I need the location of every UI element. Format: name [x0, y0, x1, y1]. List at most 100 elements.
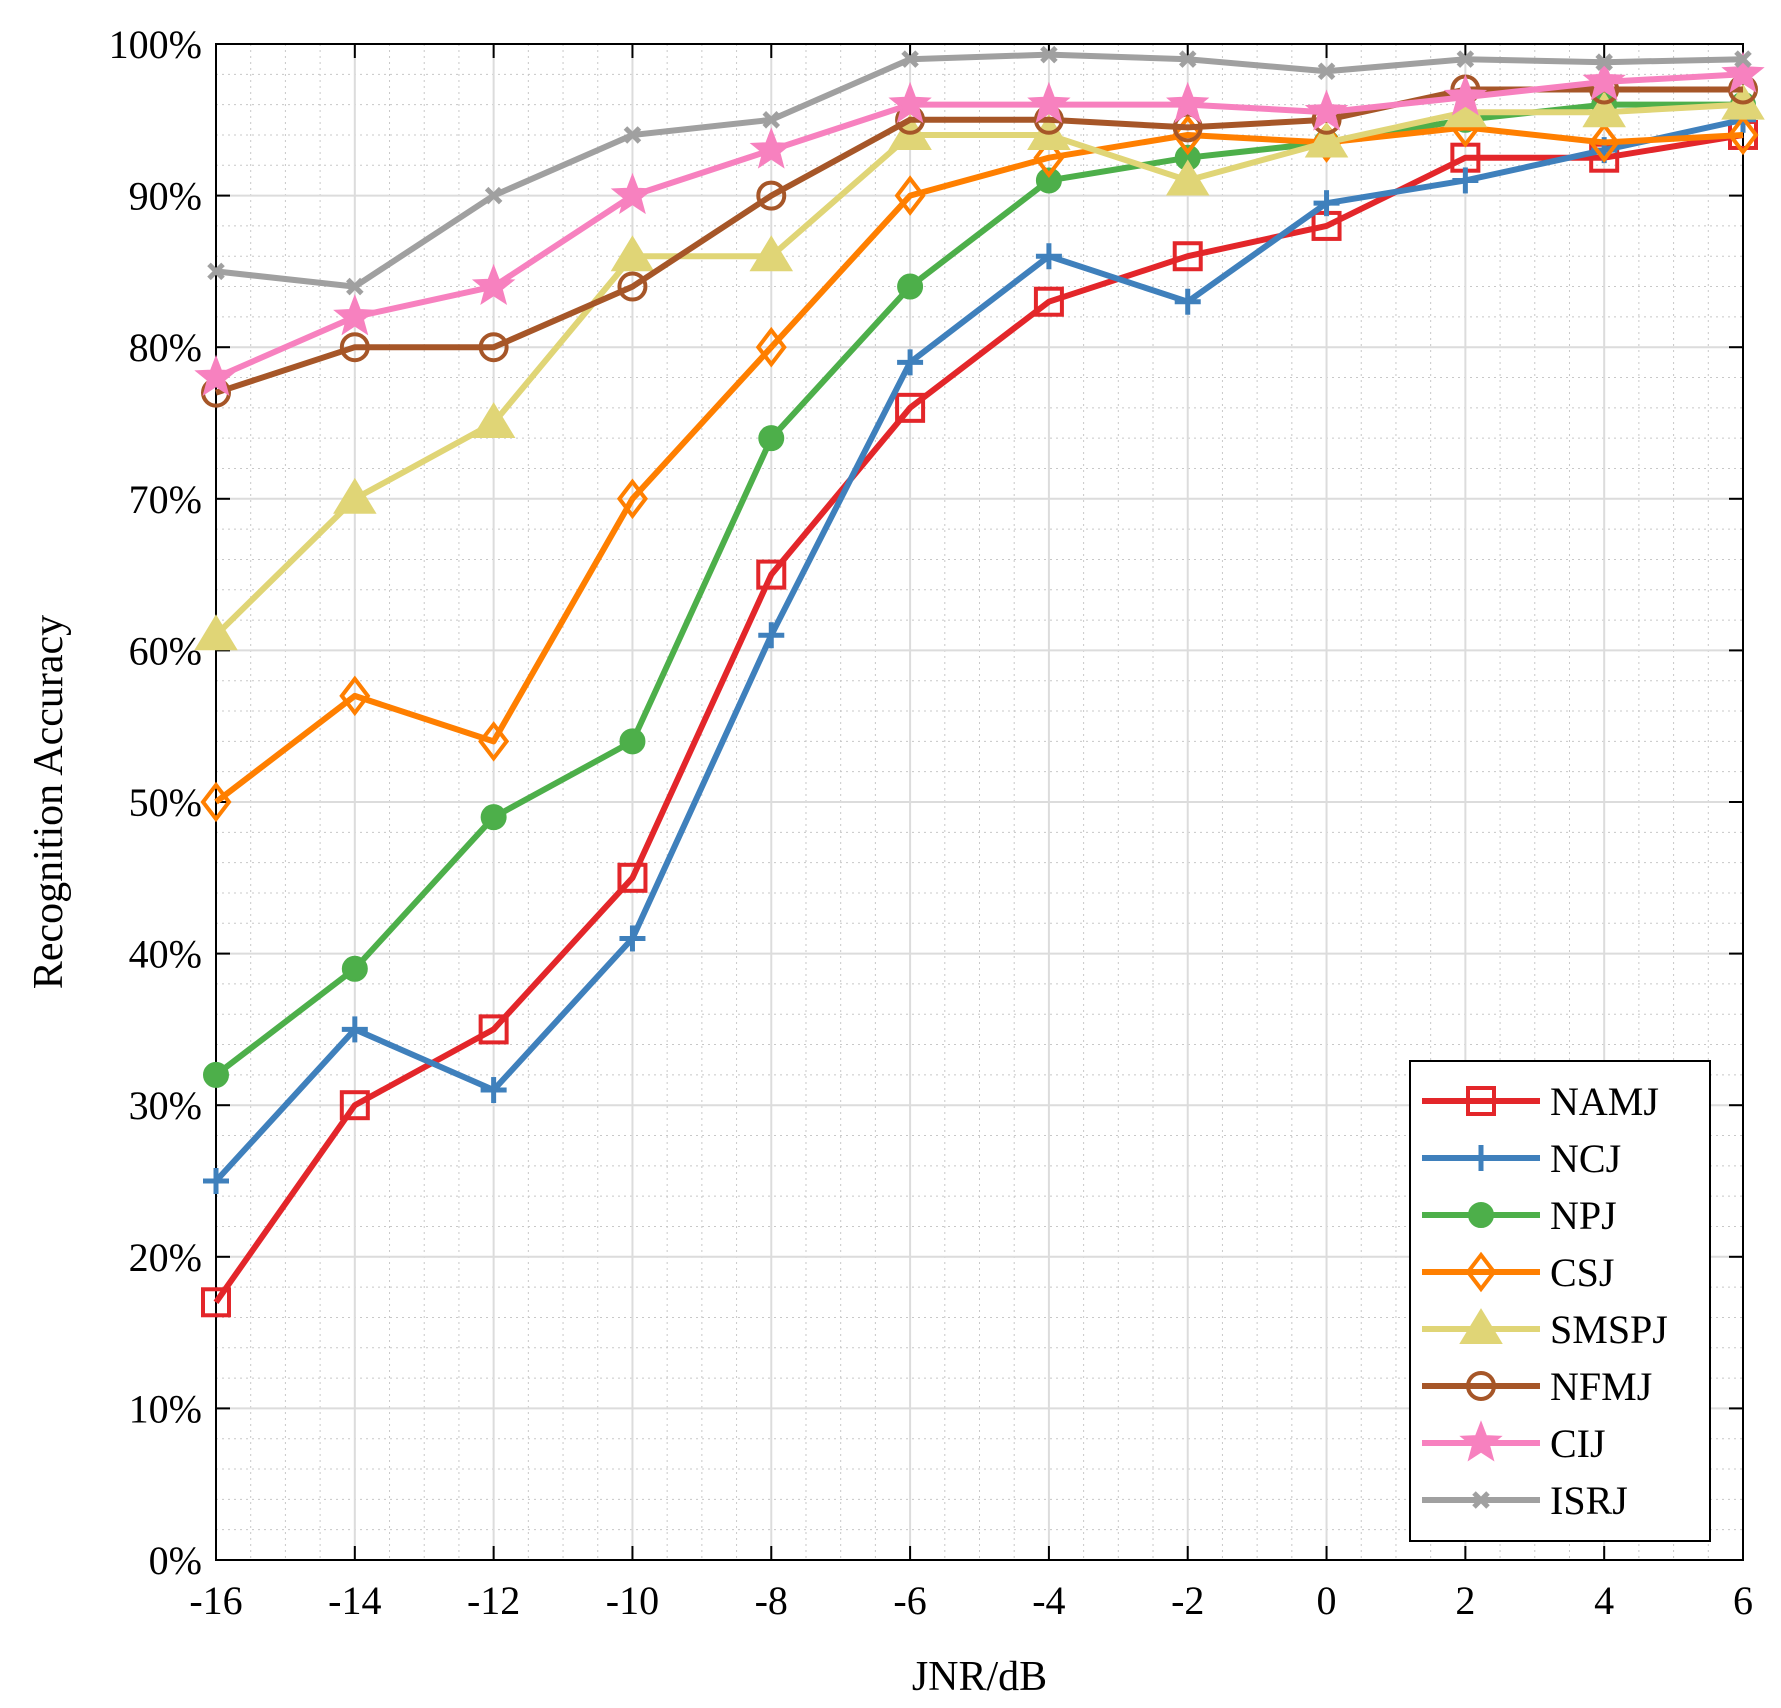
data-point-csj [616, 478, 648, 520]
data-point-smspj [333, 477, 377, 514]
data-point-ncj [203, 1168, 229, 1194]
y-tick-label: 100% [109, 22, 202, 67]
data-point-cij [1027, 81, 1071, 124]
legend-swatch-marker [1468, 1202, 1494, 1228]
x-tick-label: -12 [467, 1578, 520, 1623]
x-tick-label: 0 [1317, 1578, 1337, 1623]
data-point-smspj [749, 235, 794, 272]
data-point-isrj [1456, 50, 1475, 68]
data-point-cij [194, 354, 238, 396]
data-point-ncj [1452, 167, 1479, 194]
data-point-cij [888, 81, 932, 124]
x-tick-label: 6 [1733, 1578, 1753, 1623]
y-tick-label: 0% [149, 1538, 202, 1583]
data-point-nfmj [1172, 112, 1203, 143]
data-point-npj [341, 955, 368, 982]
data-point-isrj [484, 186, 503, 205]
y-tick-label: 30% [129, 1083, 202, 1128]
x-tick-label: -14 [328, 1578, 381, 1623]
data-point-namj [617, 862, 648, 893]
data-point-namj [201, 1287, 231, 1318]
data-point-cij [749, 127, 793, 169]
data-point-smspj [1304, 121, 1349, 158]
data-point-smspj [1582, 91, 1626, 128]
data-point-ncj [1174, 288, 1201, 315]
data-point-nfmj [756, 180, 787, 211]
series-line-smspj [213, 101, 1744, 638]
data-point-namj [756, 559, 787, 590]
data-point-cij [610, 172, 655, 215]
legend-swatch-marker [1465, 1251, 1497, 1293]
data-point-cij [471, 263, 516, 305]
data-point-cij [1443, 74, 1488, 116]
legend-label: NFMJ [1550, 1364, 1652, 1409]
data-point-csj [1033, 137, 1065, 178]
y-tick-label: 60% [129, 628, 202, 673]
x-axis-title: JNR/dB [912, 1654, 1047, 1700]
legend-items: NAMJ NCJ NPJ CSJ SMSPJ NFMJ CIJ ISRJ [1422, 1079, 1668, 1523]
series-line-cij [214, 71, 1744, 381]
legend-swatch-marker [1472, 1491, 1490, 1509]
legend-label: CIJ [1550, 1421, 1606, 1466]
y-tick-label: 90% [129, 174, 202, 219]
data-point-ncj [758, 622, 785, 649]
data-point-nfmj [617, 271, 648, 302]
x-tick-label: -8 [755, 1578, 788, 1623]
data-point-ncj [897, 349, 924, 376]
y-tick-label: 70% [129, 477, 202, 522]
data-point-ncj [341, 1016, 368, 1043]
data-point-npj [758, 425, 785, 452]
data-point-smspj [610, 235, 655, 272]
series-layer [194, 45, 1765, 1318]
y-tick-label: 80% [129, 325, 202, 370]
legend-label: NCJ [1550, 1136, 1621, 1181]
y-tick-label: 40% [129, 932, 202, 977]
data-point-nfmj [339, 332, 370, 363]
data-point-isrj [346, 277, 364, 296]
x-tick-label: 2 [1455, 1578, 1475, 1623]
legend-item-nfmj: NFMJ [1422, 1364, 1652, 1409]
series-line-isrj [215, 51, 1744, 290]
x-tick-label: -4 [1032, 1578, 1065, 1623]
data-point-npj [897, 273, 924, 300]
data-point-isrj [1734, 50, 1752, 68]
legend: NAMJ NCJ NPJ CSJ SMSPJ NFMJ CIJ ISRJ [1409, 1060, 1711, 1542]
y-tick-label: 20% [129, 1235, 202, 1280]
data-point-csj [1727, 114, 1759, 156]
legend-swatch-marker [1466, 1371, 1496, 1401]
data-point-csj [200, 781, 232, 823]
legend-swatch-marker [1459, 1420, 1503, 1462]
data-point-namj [339, 1090, 370, 1121]
legend-label: NPJ [1550, 1193, 1617, 1238]
data-point-csj [894, 175, 926, 216]
data-point-nfmj [478, 332, 509, 363]
legend-label: NAMJ [1550, 1079, 1659, 1124]
data-point-csj [339, 675, 371, 717]
data-point-smspj [1165, 159, 1210, 196]
data-point-smspj [471, 402, 516, 438]
y-tick-label: 10% [129, 1386, 202, 1431]
series-cij [194, 51, 1765, 396]
series-line-namj [213, 132, 1744, 1305]
data-point-ncj [1313, 190, 1340, 217]
data-point-ncj [619, 925, 646, 952]
data-point-cij [1304, 89, 1349, 131]
data-point-namj [1033, 286, 1064, 317]
data-point-namj [1172, 241, 1203, 272]
series-isrj [207, 45, 1752, 296]
legend-label: ISRJ [1550, 1478, 1628, 1523]
y-tick-label: 50% [129, 780, 202, 825]
axis-layer: -16 -14 -12 -10 -8 -6 -4 -2 0 2 4 60%10%20%30%40%50… [109, 22, 1753, 1623]
series-line-nfmj [215, 86, 1743, 396]
data-point-npj [203, 1061, 229, 1088]
data-point-isrj [1178, 50, 1197, 68]
data-point-csj [1588, 122, 1620, 163]
data-point-cij [1582, 59, 1626, 101]
legend-swatch-marker [1468, 1145, 1494, 1171]
series-ncj [203, 106, 1756, 1194]
legend-label: CSJ [1550, 1250, 1615, 1295]
legend-swatch-marker [1466, 1086, 1496, 1116]
data-point-npj [619, 728, 646, 755]
legend-item-isrj: ISRJ [1422, 1478, 1628, 1523]
